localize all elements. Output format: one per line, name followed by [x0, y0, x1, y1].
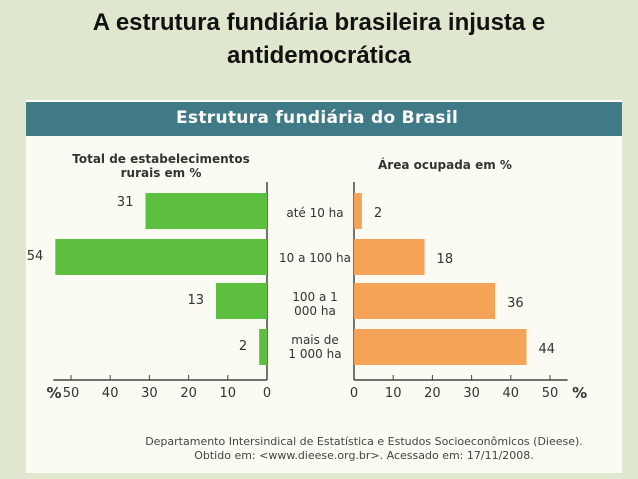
right-bar-value-label: 2 — [374, 206, 382, 221]
right-bar-value-label: 36 — [507, 296, 524, 311]
left-bar-value-label: 2 — [239, 339, 247, 354]
chart-figure: Estrutura fundiária do Brasil Total de e… — [26, 100, 622, 473]
left-bar — [259, 329, 267, 365]
right-unit-label: % — [572, 384, 587, 402]
left-bar — [55, 239, 267, 275]
left-bar — [216, 283, 267, 319]
source-line-2: Obtido em: <www.dieese.org.br>. Acessado… — [194, 449, 534, 462]
left-tick-label: 10 — [220, 386, 237, 401]
left-tick-label: 40 — [102, 386, 119, 401]
right-tick-label: 0 — [350, 386, 358, 401]
chart-title: Estrutura fundiária do Brasil — [176, 108, 459, 128]
right-tick-label: 10 — [385, 386, 402, 401]
category-label-1: 10 a 100 ha — [279, 251, 351, 265]
right-bar — [354, 193, 362, 229]
left-tick-label: 30 — [141, 386, 158, 401]
right-tick-label: 20 — [424, 386, 441, 401]
right-bar-value-label: 44 — [538, 342, 555, 357]
left-tick-label: 50 — [63, 386, 80, 401]
category-label-3: mais de 1 000 ha — [288, 333, 342, 361]
right-bar — [354, 239, 425, 275]
left-bar-value-label: 13 — [187, 293, 204, 308]
right-tick-label: 40 — [503, 386, 520, 401]
slide-title: A estrutura fundiária brasileira injusta… — [92, 9, 546, 69]
source-note: Departamento Intersindical de Estatístic… — [114, 435, 614, 463]
left-bar-value-label: 54 — [27, 249, 44, 264]
right-bar — [354, 329, 527, 365]
right-bar-value-label: 18 — [437, 252, 454, 267]
right-panel-title: Área ocupada em % — [378, 158, 512, 172]
category-label-0: até 10 ha — [286, 206, 344, 220]
category-label-2: 100 a 1 000 ha — [292, 290, 338, 318]
right-bar — [354, 283, 496, 319]
right-tick-label: 50 — [542, 386, 559, 401]
bar-chart: 50 40 30 20 10 0 0 10 20 30 40 50% % 31 54 13 2 2 18 36 44 — [27, 182, 587, 402]
left-unit-label: % — [46, 384, 61, 402]
chart-header-bar: Estrutura fundiária do Brasil — [26, 102, 622, 136]
left-bar — [145, 193, 267, 229]
left-tick-label: 0 — [263, 386, 271, 401]
right-tick-label: 30 — [463, 386, 480, 401]
left-panel-title: Total de estabelecimentos rurais em % — [72, 152, 250, 180]
left-bar-value-label: 31 — [117, 195, 134, 210]
left-tick-label: 20 — [180, 386, 197, 401]
source-line-1: Departamento Intersindical de Estatístic… — [145, 435, 583, 448]
